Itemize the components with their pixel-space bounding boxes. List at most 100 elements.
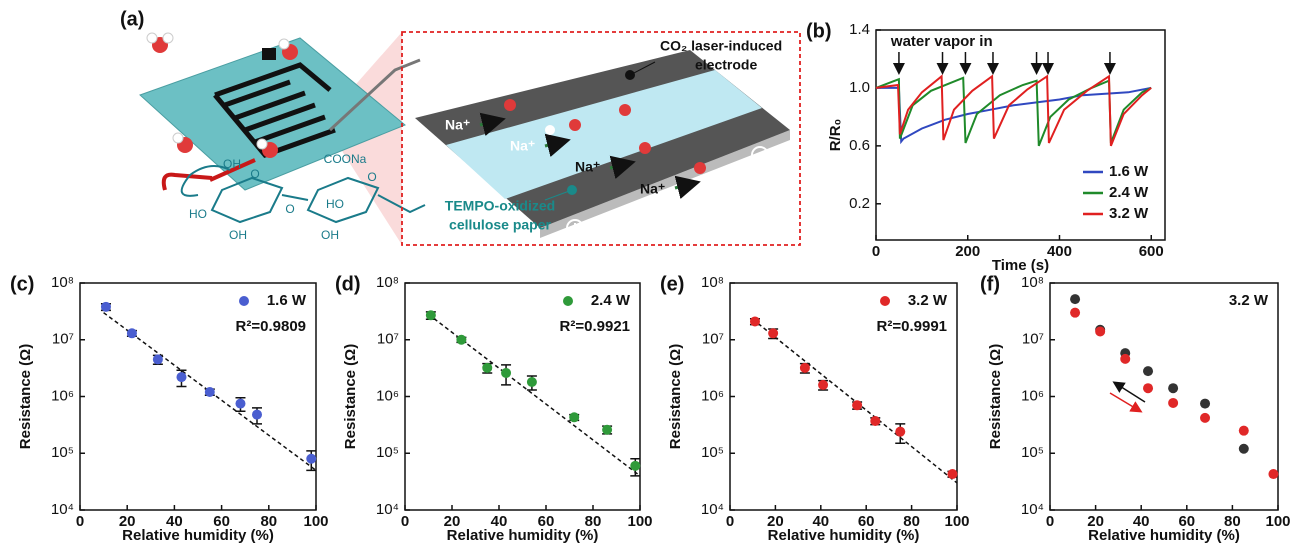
x-tick-label: 20 xyxy=(444,513,461,530)
panel: (d) 10⁴ 10⁵ 10⁶ 10⁷ 10⁸ 0 20 40 60 80 100 Relative h… xyxy=(335,273,653,543)
x-tick-label: 80 xyxy=(585,513,602,530)
plot-frame xyxy=(1049,282,1279,511)
x-tick-label: 0 xyxy=(1046,513,1054,530)
y-tick-label: 10⁴ xyxy=(51,501,74,518)
molecule-label: O xyxy=(250,167,259,181)
y-tick-label: 10⁸ xyxy=(1021,274,1044,291)
y-tick-label: 1.4 xyxy=(849,21,870,38)
x-axis-label: Relative humidity (%) xyxy=(447,527,599,543)
data-point xyxy=(456,334,467,345)
y-tick-label: 10⁶ xyxy=(701,387,724,404)
data-point xyxy=(526,377,537,388)
x-tick-label: 100 xyxy=(1265,513,1290,530)
data-point xyxy=(425,310,436,321)
x-tick-label: 60 xyxy=(538,513,555,530)
y-tick-label: 0.2 xyxy=(849,195,870,212)
x-tick-label: 200 xyxy=(955,243,980,260)
y-tick-label: 10⁸ xyxy=(376,274,399,291)
y-tick-label: 10⁸ xyxy=(701,274,724,291)
molecule-label: O xyxy=(367,170,376,184)
y-tick-label: 10⁷ xyxy=(1022,331,1044,348)
molecule-label: OH xyxy=(229,228,247,242)
legend-label: 3.2 W xyxy=(908,292,948,309)
series-line xyxy=(875,74,1152,147)
x-tick-label: 60 xyxy=(213,513,230,530)
data-point xyxy=(1120,353,1131,364)
ion-label: Na⁺ xyxy=(640,181,665,197)
panel: (f) 10⁴ 10⁵ 10⁶ 10⁷ 10⁸ 0 20 40 60 80 100 Relative h… xyxy=(980,273,1291,543)
x-tick-label: 600 xyxy=(1139,243,1164,260)
y-axis-label: Resistance (Ω) xyxy=(342,344,359,449)
molecule-label: O xyxy=(285,202,294,216)
x-tick-label: 100 xyxy=(303,513,328,530)
x-axis-label: Relative humidity (%) xyxy=(122,527,274,543)
data-point xyxy=(252,409,262,420)
paper-band xyxy=(446,70,762,199)
ion-label: Na⁺ xyxy=(445,117,470,133)
molecule-labels: OH COONa HO O O OH HO OH O xyxy=(189,152,377,242)
legend-label: 2.4 W xyxy=(591,292,631,309)
data-point xyxy=(1168,397,1179,408)
zoom-box xyxy=(401,31,801,246)
data-point xyxy=(768,328,779,339)
paper-label: TEMPO-oxidized xyxy=(445,198,555,214)
contact-pad xyxy=(262,48,276,60)
paper-label: cellulose paper xyxy=(449,217,551,233)
x-tick-label: 60 xyxy=(1178,513,1195,530)
data-point xyxy=(1070,307,1081,318)
data-point xyxy=(1168,383,1179,394)
textile xyxy=(139,37,406,191)
data-point xyxy=(947,469,958,480)
x-tick-label: 20 xyxy=(1087,513,1104,530)
x-axis-label: Time (s) xyxy=(992,257,1049,274)
plot-frame xyxy=(875,29,1166,241)
data-point xyxy=(152,354,163,365)
y-tick-label: 10⁷ xyxy=(702,331,724,348)
slab-edge xyxy=(540,130,790,238)
polarity xyxy=(566,146,769,237)
ion-arrows xyxy=(479,112,701,200)
data-point xyxy=(818,379,829,390)
r-squared: R²=0.9809 xyxy=(236,318,306,335)
y-tick-label: 10⁶ xyxy=(51,387,74,404)
data-point xyxy=(799,362,810,373)
legend-label: 2.4 W xyxy=(1109,184,1149,201)
data-point xyxy=(100,301,111,312)
direction-arrows xyxy=(1109,381,1146,413)
r-squared: R²=0.9921 xyxy=(560,318,630,335)
electrode-label: CO₂ laser-induced xyxy=(660,38,782,54)
data-point xyxy=(176,372,187,383)
data-point xyxy=(235,398,246,409)
water-molecules xyxy=(146,32,298,158)
legend-marker xyxy=(239,296,249,306)
annotation: water vapor in xyxy=(890,33,993,50)
y-tick-label: 10⁴ xyxy=(701,501,724,518)
data-point xyxy=(126,328,137,339)
y-tick-label: 0.6 xyxy=(849,137,870,154)
x-tick-label: 40 xyxy=(812,513,829,530)
molecule xyxy=(180,165,426,224)
probe xyxy=(328,58,421,132)
x-tick-label: 20 xyxy=(767,513,784,530)
desorption-arrow xyxy=(1112,381,1146,403)
electrode-label: electrode xyxy=(695,57,757,73)
y-tick-label: 10⁵ xyxy=(701,444,724,461)
molecule-label: OH xyxy=(321,228,339,242)
y-tick-label: 10⁸ xyxy=(51,274,74,291)
data-point xyxy=(1238,443,1249,454)
x-tick-label: 100 xyxy=(627,513,652,530)
y-tick-label: 10⁵ xyxy=(51,444,74,461)
x-tick-label: 400 xyxy=(1047,243,1072,260)
data-point xyxy=(204,387,215,398)
panel: (c) 10⁴ 10⁵ 10⁶ 10⁷ 10⁸ 0 20 40 60 80 100 Relative h… xyxy=(10,273,329,543)
data-point xyxy=(1143,366,1154,377)
data-point xyxy=(1268,469,1279,480)
x-axis-label: Relative humidity (%) xyxy=(1088,527,1240,543)
data-point xyxy=(895,426,906,437)
water-sites xyxy=(504,99,706,174)
probe-wire xyxy=(161,158,256,191)
legend-label: 1.6 W xyxy=(1109,163,1149,180)
x-tick-label: 40 xyxy=(166,513,183,530)
pointer xyxy=(544,189,573,201)
x-axis-label: Relative humidity (%) xyxy=(768,527,920,543)
